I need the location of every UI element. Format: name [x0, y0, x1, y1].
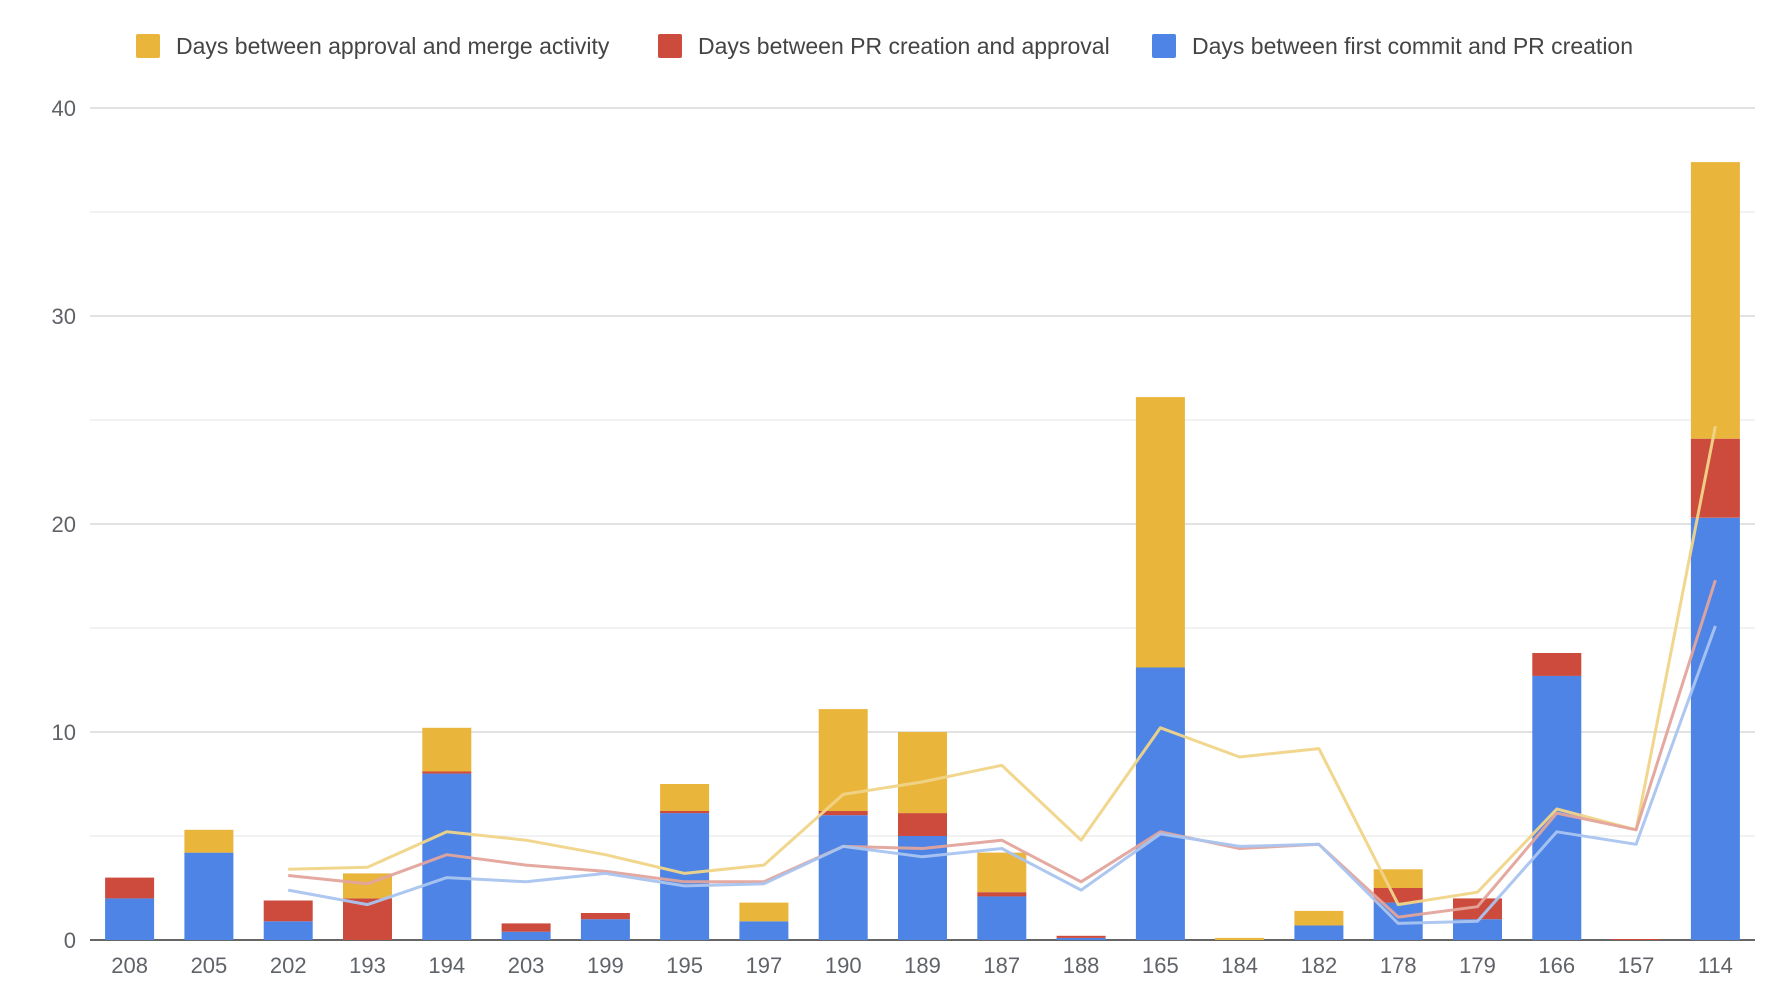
x-tick-label: 187 [983, 953, 1020, 978]
x-tick-label: 184 [1221, 953, 1258, 978]
bar-segment [580, 919, 630, 940]
bar-segment [263, 921, 313, 940]
bar-segment [501, 923, 551, 932]
bar-segment [1453, 898, 1502, 920]
trendline [287, 625, 1717, 925]
y-tick-label: 40 [52, 96, 76, 121]
bar-segment [818, 815, 868, 940]
bar-segment [898, 813, 947, 836]
y-tick-label: 0 [64, 928, 76, 953]
x-tick-label: 205 [191, 953, 228, 978]
legend-swatch [1152, 34, 1176, 58]
bar-segment [977, 896, 1027, 940]
bar-segment [1135, 667, 1185, 940]
legend-item: Days between PR creation and approval [658, 33, 1110, 59]
bar-segment [580, 913, 630, 920]
trendline [288, 425, 1717, 907]
x-tick-label: 182 [1301, 953, 1338, 978]
bar-segment [263, 900, 313, 922]
bars [105, 162, 1740, 940]
x-tick-label: 197 [746, 953, 783, 978]
bar-segment [1453, 919, 1502, 940]
y-tick-label: 10 [52, 720, 76, 745]
bar-segment [739, 921, 789, 940]
x-tick-label: 188 [1063, 953, 1100, 978]
bar-segment [1373, 888, 1423, 903]
x-tick-label: 178 [1380, 953, 1417, 978]
legend-swatch [136, 34, 160, 58]
x-tick-label: 193 [349, 953, 386, 978]
y-tick-label: 20 [52, 512, 76, 537]
x-tick-label: 195 [666, 953, 703, 978]
x-tick-label: 114 [1698, 953, 1733, 978]
bar-segment [105, 898, 155, 940]
bar-segment [422, 771, 472, 774]
x-tick-label: 208 [111, 953, 148, 978]
bar-segment [1056, 937, 1106, 940]
bar-segment [184, 829, 234, 853]
x-tick-label: 166 [1538, 953, 1575, 978]
x-tick-label: 202 [270, 953, 307, 978]
bar-segment [977, 892, 1027, 897]
x-tick-label: 194 [428, 953, 465, 978]
bar-segment [660, 784, 710, 811]
bar-segment [1215, 937, 1265, 940]
legend-label: Days between first commit and PR creatio… [1192, 33, 1633, 59]
bar-segment [1690, 162, 1740, 439]
bar-segment [977, 852, 1027, 893]
x-tick-label: 189 [904, 953, 941, 978]
bar-segment [105, 877, 155, 899]
bar-segment [660, 811, 710, 814]
x-tick-label: 190 [825, 953, 862, 978]
bar-segment [501, 931, 551, 940]
x-tick-label: 199 [587, 953, 624, 978]
bar-segment [818, 811, 868, 816]
x-tick-label: 165 [1142, 953, 1179, 978]
bar-segment [1135, 397, 1185, 668]
trendlines [287, 425, 1717, 925]
y-tick-label: 30 [52, 304, 76, 329]
x-tick-label: 157 [1618, 953, 1655, 978]
y-axis: 0 10 20 30 40 [52, 96, 76, 953]
bar-segment [422, 727, 472, 772]
bar-segment [1294, 925, 1344, 940]
legend-item: Days between first commit and PR creatio… [1152, 33, 1633, 59]
bar-segment [898, 732, 947, 814]
bar-segment [1611, 939, 1661, 940]
legend: Days between approval and merge activity… [136, 33, 1633, 59]
bar-segment [1294, 910, 1344, 926]
trendline [288, 579, 1717, 919]
x-axis: 208 205 202 193 194 203 199 195 197 190 189 187 188 1… [111, 953, 1733, 978]
x-tick-label: 203 [508, 953, 545, 978]
legend-label: Days between PR creation and approval [698, 33, 1110, 59]
bar-segment [1056, 935, 1106, 938]
x-tick-label: 179 [1459, 953, 1496, 978]
bar-segment [1532, 653, 1582, 676]
bar-segment [898, 836, 947, 940]
bar-segment [739, 902, 789, 922]
bar-segment [1690, 517, 1740, 940]
legend-swatch [658, 34, 682, 58]
legend-label: Days between approval and merge activity [176, 33, 610, 59]
bar-segment [184, 852, 234, 940]
bar-segment [660, 813, 710, 940]
legend-item: Days between approval and merge activity [136, 33, 610, 59]
